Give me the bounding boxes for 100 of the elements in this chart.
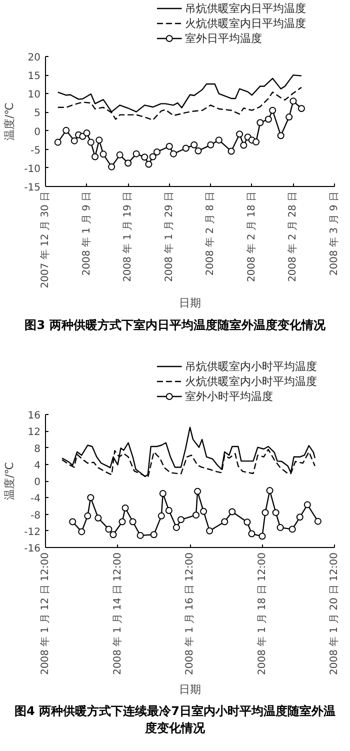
y-tick-label: -5 bbox=[30, 145, 41, 156]
x-tick-label: 2008 年 2 月 8 日 bbox=[204, 191, 216, 276]
point bbox=[221, 518, 228, 526]
point bbox=[258, 532, 266, 540]
point bbox=[159, 490, 166, 497]
point bbox=[116, 151, 124, 158]
point bbox=[262, 509, 269, 516]
point bbox=[228, 508, 236, 516]
point bbox=[136, 532, 144, 539]
point bbox=[172, 524, 180, 532]
point bbox=[84, 512, 92, 520]
y-axis-title: 温度/℃ bbox=[3, 102, 16, 141]
point bbox=[194, 488, 202, 495]
y-axis-title: 温度/℃ bbox=[3, 462, 16, 500]
point bbox=[166, 142, 173, 150]
point bbox=[87, 494, 94, 502]
y-tick-label: 5 bbox=[34, 108, 41, 120]
point bbox=[276, 524, 284, 532]
y-tick-label: -15 bbox=[24, 182, 41, 194]
point bbox=[177, 516, 184, 524]
x-tick-label: 2008 年 1 月 14 日 12:00 bbox=[111, 552, 124, 675]
point bbox=[215, 136, 222, 144]
y-tick-label: 12 bbox=[28, 427, 41, 438]
x-axis-title: 日期 bbox=[179, 296, 201, 310]
y-tick-label: 15 bbox=[28, 71, 41, 82]
y-tick-label: -8 bbox=[30, 510, 41, 522]
x-tick-label: 2008 年 1 月 16 日 12:00 bbox=[184, 552, 196, 675]
legend-label: 室外小时平均温度 bbox=[185, 390, 274, 403]
point bbox=[248, 530, 256, 538]
point bbox=[110, 531, 117, 538]
point bbox=[296, 514, 304, 521]
point bbox=[252, 138, 260, 146]
y-tick-label: -12 bbox=[24, 526, 41, 538]
y-tick-label: -16 bbox=[24, 544, 41, 554]
point bbox=[94, 514, 102, 522]
point bbox=[244, 518, 251, 526]
point bbox=[129, 518, 136, 526]
x-tick-label: 2008 年 2 月 18 日 bbox=[245, 191, 258, 282]
y-tick-label: 10 bbox=[28, 90, 41, 101]
point bbox=[200, 508, 208, 515]
point bbox=[105, 526, 112, 533]
point bbox=[288, 526, 296, 533]
point bbox=[70, 137, 78, 144]
point bbox=[54, 138, 62, 146]
point bbox=[277, 132, 284, 140]
legend-label: 室外日平均温度 bbox=[185, 32, 262, 45]
point bbox=[207, 141, 214, 148]
point bbox=[118, 518, 126, 526]
point bbox=[78, 528, 86, 536]
point bbox=[182, 144, 190, 152]
point bbox=[290, 98, 297, 105]
point bbox=[190, 141, 198, 148]
y-tick-label: 20 bbox=[28, 52, 41, 64]
point bbox=[96, 136, 103, 144]
point bbox=[108, 163, 116, 170]
x-tick-label: 2008 年 1 月 9 日 bbox=[80, 191, 92, 276]
point bbox=[150, 531, 158, 538]
point bbox=[304, 501, 311, 508]
y-tick-label: 0 bbox=[34, 126, 41, 138]
y-tick-label: 4 bbox=[34, 460, 41, 472]
point bbox=[124, 160, 132, 167]
point bbox=[236, 130, 244, 138]
point bbox=[264, 116, 272, 123]
point bbox=[87, 138, 94, 146]
point bbox=[206, 527, 214, 534]
x-tick-label: 2008 年 3 月 9 日 bbox=[328, 191, 340, 276]
point bbox=[132, 150, 140, 158]
point bbox=[272, 509, 280, 516]
point bbox=[170, 150, 177, 158]
x-tick-label: 2008 年 1 月 20 日 12:00 bbox=[328, 552, 340, 675]
y-tick-label: -10 bbox=[24, 164, 41, 175]
point bbox=[158, 512, 165, 520]
x-tick-label: 2008 年 1 月 18 日 12:00 bbox=[256, 552, 268, 675]
x-axis-title: 日期 bbox=[179, 682, 201, 696]
x-tick-label: 2008 年 1 月 29 日 bbox=[162, 191, 175, 282]
point bbox=[165, 507, 172, 514]
point bbox=[286, 114, 293, 121]
text: 图3 两种供暖方式下室内日平均温度随室外温度变化情况 bbox=[24, 317, 326, 334]
x-tick-label: 2008 年 1 月 12 日 12:00 bbox=[39, 552, 51, 675]
point bbox=[192, 512, 200, 519]
legend-label: 火炕供暖室内日平均温度 bbox=[185, 17, 306, 30]
point bbox=[122, 504, 129, 512]
x-tick-label: 2008 年 2 月 28 日 bbox=[286, 191, 299, 282]
point bbox=[240, 142, 248, 149]
point bbox=[145, 160, 152, 168]
point bbox=[149, 153, 156, 160]
point bbox=[100, 150, 107, 158]
point bbox=[153, 148, 160, 156]
y-tick-label: 16 bbox=[28, 410, 41, 422]
point bbox=[62, 126, 70, 134]
point bbox=[69, 518, 76, 526]
legend-label: 火炕供暖室内小时平均温度 bbox=[185, 375, 318, 388]
text: 图4 两种供暖方式下连续最冷7日室内小时平均温度随室外温度变化情况 bbox=[14, 703, 336, 738]
x-tick-label: 2008 年 1 月 19 日 bbox=[122, 191, 134, 282]
legend-label: 吊炕供暖室内小时平均温度 bbox=[185, 360, 318, 373]
x-tick-label: 2007 年 12 月 30 日 bbox=[39, 191, 51, 288]
y-tick-label: 0 bbox=[34, 477, 41, 488]
point bbox=[83, 130, 90, 137]
point bbox=[298, 105, 305, 112]
point bbox=[314, 518, 322, 525]
